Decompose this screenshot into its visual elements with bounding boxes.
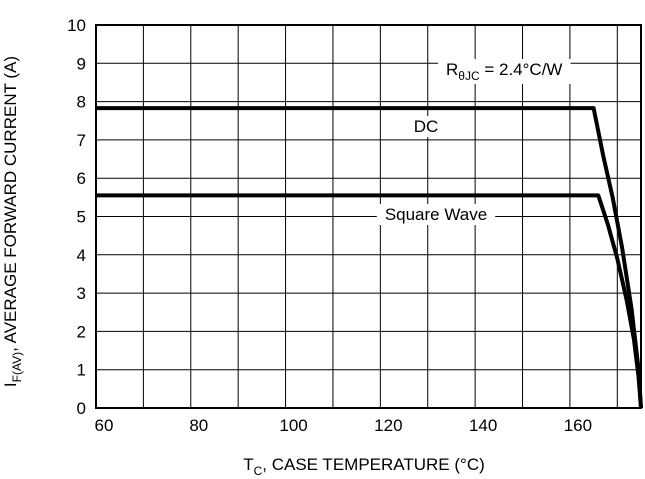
square-wave-label-bg — [376, 204, 496, 225]
series-label-square-wave: Square Wave — [385, 205, 487, 224]
x-tick-label: 140 — [469, 416, 497, 435]
ylabel-rest: , AVERAGE FORWARD CURRENT (A) — [1, 56, 20, 352]
dc-label-bg — [405, 116, 447, 137]
series-lines — [96, 106, 643, 409]
y-tick-label: 1 — [77, 361, 86, 380]
grid — [96, 25, 641, 408]
y-tick-label: 9 — [77, 54, 86, 73]
x-tick-label: 60 — [95, 416, 114, 435]
y-tick-label: 4 — [77, 246, 86, 265]
y-tick-labels: 0 1 2 3 4 5 6 7 8 9 10 — [67, 16, 86, 418]
x-tick-label: 80 — [189, 416, 208, 435]
x-tick-label: 120 — [374, 416, 402, 435]
y-tick-label: 2 — [77, 322, 86, 341]
ylabel-sub: F(AV) — [10, 352, 24, 382]
plot-frame — [95, 24, 642, 409]
x-tick-label: 100 — [279, 416, 307, 435]
y-tick-label: 10 — [67, 16, 86, 35]
series-line-dc — [96, 106, 643, 409]
y-tick-label: 5 — [77, 208, 86, 227]
rth-sub: θJC — [458, 69, 480, 83]
x-axis-label: TC, CASE TEMPERATURE (°C) — [243, 455, 485, 478]
y-tick-label: 8 — [77, 93, 86, 112]
xlabel-main: T — [243, 455, 253, 474]
rth-rest: = 2.4°C/W — [480, 60, 563, 79]
xlabel-rest: , CASE TEMPERATURE (°C) — [262, 455, 484, 474]
thermal-resistance-annotation: RθJC = 2.4°C/W — [446, 60, 562, 83]
y-tick-label: 7 — [77, 131, 86, 150]
ylabel-main: I — [1, 382, 20, 387]
y-tick-label: 6 — [77, 169, 86, 188]
rth-annotation-bg — [438, 59, 571, 84]
series-line-square-wave — [96, 193, 643, 409]
x-tick-label: 160 — [564, 416, 592, 435]
y-tick-label: 3 — [77, 284, 86, 303]
x-tick-labels: 60 80 100 120 140 160 — [95, 416, 593, 435]
y-axis-label: IF(AV), AVERAGE FORWARD CURRENT (A) — [1, 56, 24, 387]
rth-main: R — [446, 60, 458, 79]
y-tick-label: 0 — [77, 399, 86, 418]
series-label-dc: DC — [414, 117, 439, 136]
xlabel-sub: C — [254, 464, 263, 478]
